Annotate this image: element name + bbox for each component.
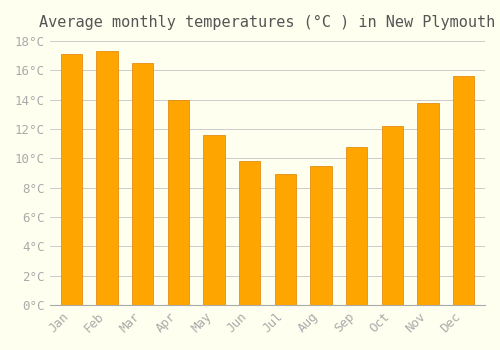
Bar — [239, 161, 260, 305]
Bar — [417, 103, 438, 305]
Bar — [382, 126, 403, 305]
Title: Average monthly temperatures (°C ) in New Plymouth: Average monthly temperatures (°C ) in Ne… — [40, 15, 496, 30]
Bar — [60, 54, 82, 305]
Bar — [274, 174, 296, 305]
Bar — [453, 76, 474, 305]
Bar — [203, 135, 224, 305]
Bar — [168, 100, 189, 305]
Bar — [310, 166, 332, 305]
Bar — [346, 147, 368, 305]
Bar — [132, 63, 154, 305]
Bar — [96, 51, 118, 305]
